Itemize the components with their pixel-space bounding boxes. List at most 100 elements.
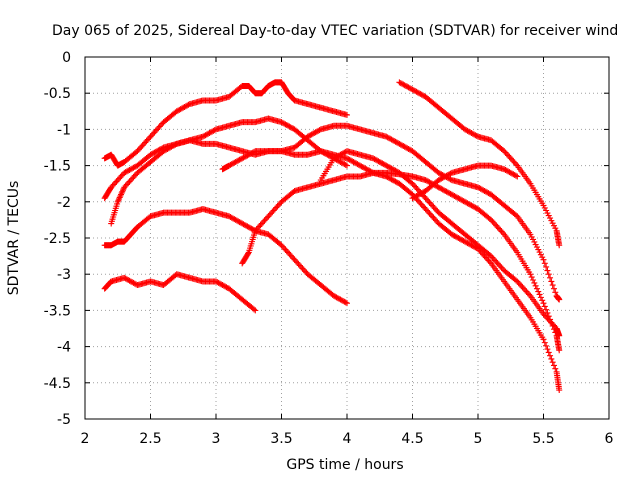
data-point <box>244 152 251 159</box>
data-point <box>450 232 457 239</box>
data-point <box>306 132 313 139</box>
data-point <box>302 268 309 275</box>
data-point <box>425 198 432 205</box>
data-point <box>455 235 462 241</box>
data-point <box>165 145 172 152</box>
data-point <box>498 264 505 271</box>
data-point <box>426 179 433 186</box>
data-point <box>512 161 519 168</box>
data-point <box>416 90 423 97</box>
data-point <box>333 153 340 160</box>
data-point <box>291 256 298 263</box>
data-point <box>392 178 399 185</box>
data-point <box>519 284 526 291</box>
data-point <box>309 130 316 137</box>
data-point <box>127 278 134 285</box>
data-point <box>241 221 248 228</box>
data-point <box>423 207 430 214</box>
data-point <box>147 151 154 158</box>
data-point <box>311 130 318 137</box>
data-point <box>245 250 252 257</box>
data-point <box>130 279 137 286</box>
data-point <box>469 242 476 249</box>
data-point <box>556 242 563 249</box>
data-point <box>437 176 444 183</box>
data-point <box>282 121 289 128</box>
data-point <box>347 157 354 164</box>
data-point <box>332 293 339 300</box>
data-point <box>121 274 128 281</box>
data-point <box>452 193 459 200</box>
data-point <box>510 158 517 165</box>
data-point <box>344 300 350 307</box>
data-point <box>164 145 171 152</box>
data-point <box>454 194 461 201</box>
data-point <box>440 174 447 181</box>
data-point <box>308 131 315 138</box>
data-point <box>461 198 468 205</box>
data-point <box>358 163 365 170</box>
data-point <box>362 165 369 172</box>
data-point <box>425 178 432 185</box>
data-point <box>184 102 191 109</box>
data-point <box>384 163 391 170</box>
data-point <box>404 83 411 90</box>
data-point <box>261 217 268 224</box>
data-point <box>501 148 508 155</box>
data-point <box>465 240 472 247</box>
data-point <box>469 130 476 137</box>
data-point <box>450 192 457 199</box>
data-point <box>279 119 286 126</box>
data-point <box>210 127 217 134</box>
data-point <box>173 108 180 115</box>
x-tick-label: 2.5 <box>139 431 161 447</box>
data-point <box>268 210 275 217</box>
data-point <box>116 195 123 202</box>
data-point <box>237 219 244 226</box>
data-point <box>429 213 436 220</box>
data-point <box>548 319 555 326</box>
data-point <box>550 285 557 292</box>
data-point <box>495 225 502 232</box>
data-point <box>463 239 470 246</box>
data-point <box>488 216 495 223</box>
data-point <box>511 159 518 166</box>
data-point <box>437 170 444 177</box>
data-point <box>342 161 349 168</box>
data-point <box>543 313 550 320</box>
data-point <box>387 135 394 142</box>
data-point <box>391 177 398 184</box>
data-point <box>473 132 480 139</box>
data-point <box>384 134 391 141</box>
data-point <box>471 203 478 210</box>
data-point <box>484 255 491 262</box>
data-point <box>425 208 432 215</box>
data-point <box>472 132 479 139</box>
data-point <box>125 167 132 174</box>
data-point <box>430 203 437 210</box>
data-point <box>385 164 392 171</box>
data-point <box>427 211 434 218</box>
data-point <box>388 136 395 143</box>
data-point <box>400 81 407 88</box>
data-point <box>410 87 417 94</box>
data-point <box>493 222 500 229</box>
data-point <box>129 165 136 172</box>
data-point <box>227 214 234 221</box>
data-point <box>438 175 445 182</box>
data-point <box>138 143 145 150</box>
data-point <box>461 238 468 245</box>
data-point <box>146 214 153 221</box>
data-point <box>498 228 505 235</box>
data-point <box>467 129 474 136</box>
data-point <box>463 199 470 206</box>
data-point <box>140 140 147 147</box>
data-point <box>492 257 499 264</box>
data-point <box>556 332 563 339</box>
data-point <box>413 193 420 200</box>
data-point <box>338 159 345 166</box>
data-point <box>506 169 513 176</box>
data-point <box>252 307 259 314</box>
data-point <box>402 82 409 89</box>
data-point <box>296 262 303 269</box>
